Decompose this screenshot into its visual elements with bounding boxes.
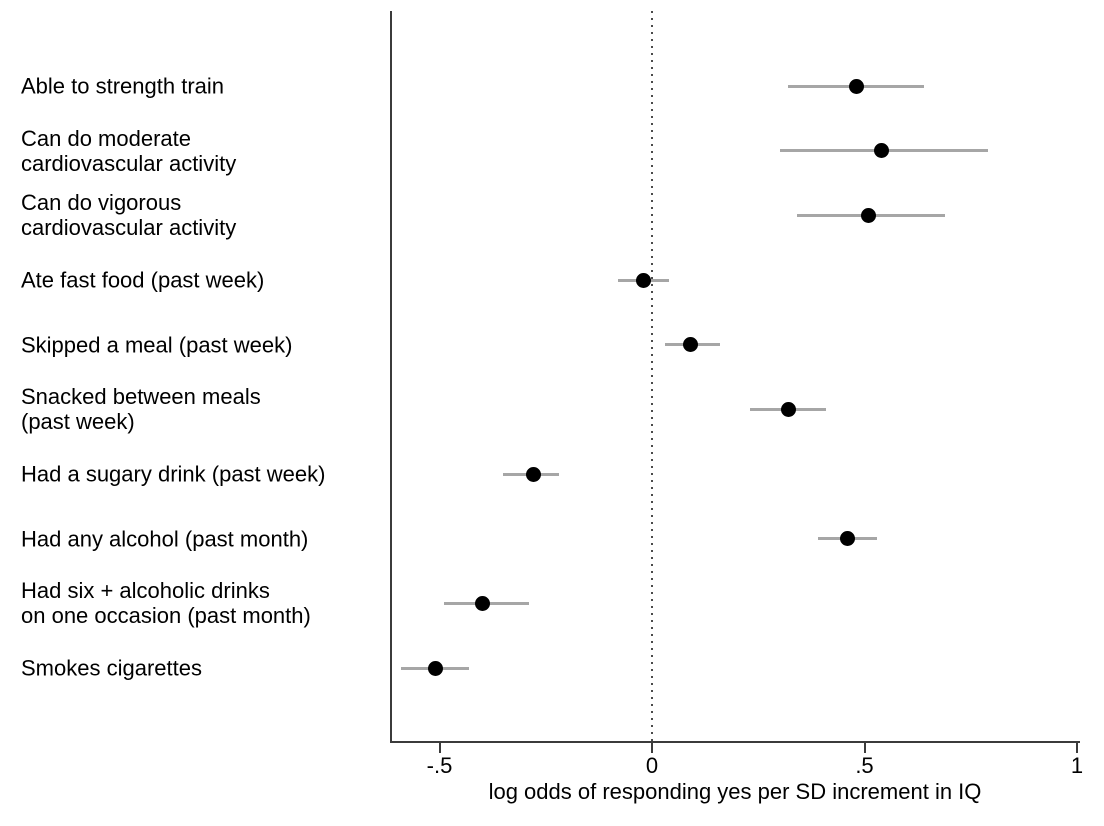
category-label-line: Can do vigorous [21, 190, 182, 216]
category-label: Able to strength train [21, 74, 224, 99]
category-label-line: Can do moderate [21, 125, 191, 151]
point-marker [848, 78, 864, 94]
category-label-line: Had any alcohol (past month) [21, 526, 309, 552]
category-label: Can do moderate cardiovascular activity [21, 126, 236, 176]
category-label: Smokes cigarettes [21, 656, 202, 681]
x-axis-tick [438, 742, 441, 753]
point-marker [636, 272, 651, 288]
x-axis-tick [1076, 742, 1078, 753]
point-marker [861, 207, 877, 223]
category-label: Had any alcohol (past month) [21, 526, 308, 551]
x-axis-tick-label: 1 [1070, 753, 1084, 778]
category-label-line: on one occasion (past month) [21, 603, 311, 629]
category-label-line: Had six + alcoholic drinks [21, 578, 270, 604]
category-label: Had a sugary drink (past week) [21, 462, 325, 487]
point-marker [525, 466, 541, 482]
category-label: Had six + alcoholic drinks on one occasio… [21, 578, 311, 628]
zero-reference-line [651, 11, 653, 741]
x-axis-title: log odds of responding yes per SD increm… [488, 779, 982, 804]
x-axis-tick [863, 742, 866, 753]
point-marker [780, 401, 796, 417]
point-marker [427, 660, 443, 676]
x-axis-tick-label: .5 [855, 753, 874, 778]
point-marker [474, 595, 490, 611]
category-label-line: (past week) [21, 409, 135, 435]
category-label: Skipped a meal (past week) [21, 332, 292, 357]
point-marker [840, 531, 855, 547]
x-axis-tick [651, 742, 653, 753]
category-label-line: cardiovascular activity [21, 150, 237, 176]
x-axis-tick-label: 0 [645, 753, 659, 778]
category-label-line: cardiovascular activity [21, 215, 237, 241]
category-label: Can do vigorous cardiovascular activity [21, 190, 236, 240]
category-label-line: Had a sugary drink (past week) [21, 461, 326, 487]
category-label-line: Skipped a meal (past week) [21, 332, 293, 358]
category-label-line: Smokes cigarettes [21, 655, 202, 681]
category-label: Ate fast food (past week) [21, 268, 264, 293]
y-axis-line [390, 11, 392, 742]
category-label-line: Snacked between meals [21, 384, 261, 410]
category-label-line: Able to strength train [21, 73, 225, 99]
x-axis-tick-label: -.5 [426, 753, 453, 778]
point-marker [874, 143, 889, 159]
x-axis-line [390, 741, 1080, 743]
category-label: Snacked between meals (past week) [21, 384, 261, 434]
category-label-line: Ate fast food (past week) [21, 267, 265, 293]
point-marker [682, 337, 698, 353]
